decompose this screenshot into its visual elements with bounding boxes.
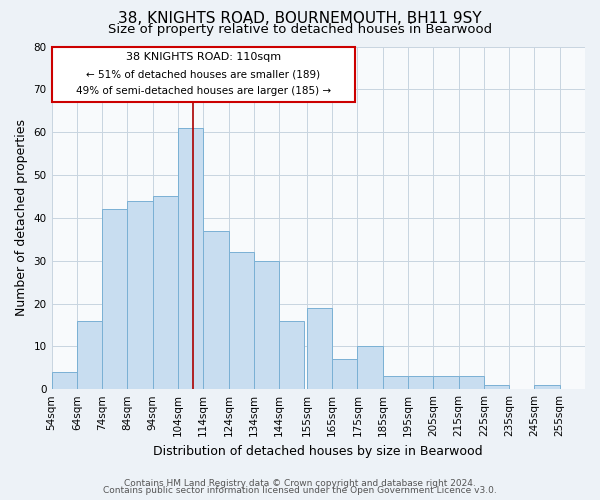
Bar — [535, 385, 560, 389]
Bar — [408, 376, 433, 389]
Bar — [102, 210, 127, 389]
Bar — [383, 376, 408, 389]
Y-axis label: Number of detached properties: Number of detached properties — [15, 120, 28, 316]
Bar — [279, 320, 304, 389]
Bar — [433, 376, 458, 389]
Bar — [77, 320, 102, 389]
Text: Contains public sector information licensed under the Open Government Licence v3: Contains public sector information licen… — [103, 486, 497, 495]
Bar — [332, 359, 358, 389]
Bar — [458, 376, 484, 389]
Bar — [203, 230, 229, 389]
Text: ← 51% of detached houses are smaller (189): ← 51% of detached houses are smaller (18… — [86, 70, 320, 80]
Bar — [178, 128, 203, 389]
X-axis label: Distribution of detached houses by size in Bearwood: Distribution of detached houses by size … — [154, 444, 483, 458]
Text: Contains HM Land Registry data © Crown copyright and database right 2024.: Contains HM Land Registry data © Crown c… — [124, 478, 476, 488]
Text: Size of property relative to detached houses in Bearwood: Size of property relative to detached ho… — [108, 22, 492, 36]
Bar — [358, 346, 383, 389]
Text: 38 KNIGHTS ROAD: 110sqm: 38 KNIGHTS ROAD: 110sqm — [125, 52, 281, 62]
Text: 38, KNIGHTS ROAD, BOURNEMOUTH, BH11 9SY: 38, KNIGHTS ROAD, BOURNEMOUTH, BH11 9SY — [118, 11, 482, 26]
Bar — [254, 260, 279, 389]
Bar — [152, 196, 178, 389]
FancyBboxPatch shape — [52, 46, 355, 102]
Bar — [127, 200, 152, 389]
Bar — [52, 372, 77, 389]
Text: 49% of semi-detached houses are larger (185) →: 49% of semi-detached houses are larger (… — [76, 86, 331, 97]
Bar — [484, 385, 509, 389]
Bar — [229, 252, 254, 389]
Bar — [307, 308, 332, 389]
